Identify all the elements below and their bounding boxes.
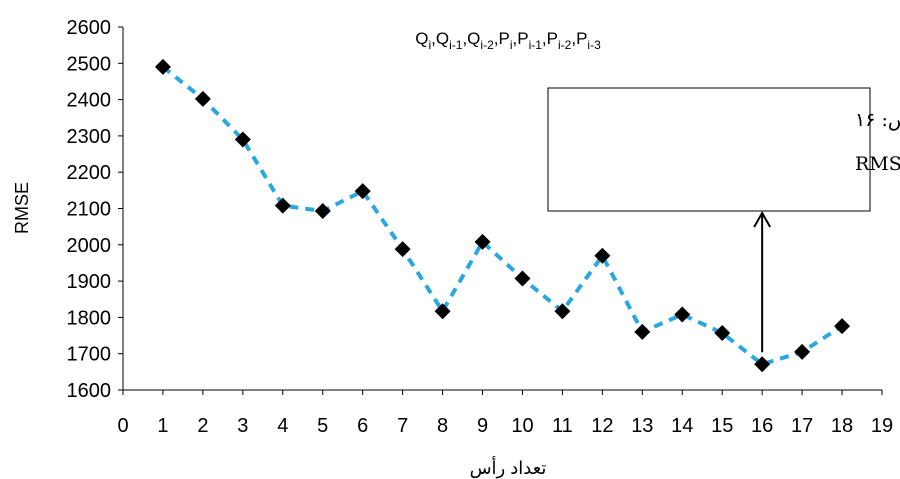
- title-subscript: i-1: [529, 38, 543, 52]
- x-tick-label: 12: [591, 415, 613, 437]
- data-point-marker: [794, 343, 811, 360]
- data-point-marker: [434, 303, 451, 320]
- x-axis-title: تعداد رأس: [470, 456, 547, 478]
- y-tick-label: 2000: [67, 235, 112, 257]
- data-point-marker: [594, 247, 611, 264]
- title-subscript: i: [428, 38, 431, 52]
- x-tick-label: 17: [791, 415, 813, 437]
- data-point-marker: [554, 303, 571, 320]
- data-point-marker: [154, 58, 171, 75]
- series-line: [161, 65, 844, 367]
- x-tick-label: 4: [277, 415, 288, 437]
- x-tick-label: 9: [477, 415, 488, 437]
- x-tick-label: 15: [711, 415, 733, 437]
- data-point-marker: [714, 325, 731, 342]
- data-point-marker: [194, 90, 211, 107]
- y-tick-label: 1800: [67, 307, 112, 329]
- annotation-arrow-head: [753, 210, 772, 228]
- y-tick-label: 1700: [67, 344, 112, 366]
- chart-title: Qi​,Qi-1​,Qi-2​,Pi​,Pi-1​,Pi-2​,Pi-3​: [415, 29, 601, 52]
- title-separator: ,: [542, 29, 547, 48]
- data-point-marker: [634, 323, 651, 340]
- x-tick-label: 13: [631, 415, 653, 437]
- x-tick-label: 6: [357, 415, 368, 437]
- data-point-marker: [274, 197, 291, 214]
- title-subscript: i-3: [587, 38, 601, 52]
- series-line-group: [161, 65, 844, 367]
- title-subscript: i-1: [449, 38, 463, 52]
- y-tick-label: 2200: [67, 162, 112, 184]
- title-separator: ,: [571, 29, 576, 48]
- data-point-marker: [234, 131, 251, 148]
- annotation: تعداد رأس: ۱۶ حداقل مقدار RMSE: ۱۶۷۱/۹۰: [547, 87, 900, 353]
- x-tick-label: 10: [511, 415, 533, 437]
- x-tick-label: 8: [437, 415, 448, 437]
- x-tick-label: 18: [831, 415, 853, 437]
- annotation-line-1: تعداد رأس: ۱۶: [855, 106, 900, 131]
- x-tick-label: 7: [397, 415, 408, 437]
- data-markers: [154, 58, 851, 373]
- x-tick-label: 1: [157, 415, 168, 437]
- x-axis-ticks: 0 1 2 3 4 5 6 7 8 9 10 11 12 13 14 15 16 17 18 19: [117, 390, 893, 437]
- y-tick-label: 2400: [67, 90, 112, 112]
- title-separator: ,: [494, 29, 499, 48]
- x-tick-label: 11: [552, 415, 573, 437]
- annotation-line-2: حداقل مقدار RMSE: ۱۶۷۱/۹۰: [855, 153, 900, 175]
- data-point-marker: [834, 318, 851, 335]
- x-tick-label: 3: [237, 415, 248, 437]
- title-variable: P: [576, 29, 587, 48]
- data-point-marker: [314, 203, 331, 220]
- y-tick-label: 1600: [67, 380, 112, 402]
- data-point-marker: [514, 270, 531, 287]
- title-separator: ,: [431, 29, 436, 48]
- x-tick-label: 19: [871, 415, 893, 437]
- title-variable: P: [547, 29, 558, 48]
- x-tick-label: 5: [317, 415, 328, 437]
- data-point-marker: [354, 183, 371, 200]
- data-point-marker: [754, 356, 771, 373]
- x-tick-label: 0: [117, 415, 128, 437]
- y-tick-label: 2500: [67, 53, 112, 75]
- title-variable: Q: [436, 29, 449, 48]
- title-separator: ,: [513, 29, 518, 48]
- data-point-marker: [474, 233, 491, 250]
- y-axis-title: RMSE: [12, 182, 32, 234]
- x-tick-label: 16: [751, 415, 773, 437]
- title-subscript: i-2: [558, 38, 572, 52]
- title-variable: P: [498, 29, 509, 48]
- title-variable: Q: [415, 29, 428, 48]
- y-tick-label: 2600: [67, 17, 112, 39]
- y-tick-label: 2100: [67, 199, 112, 221]
- y-tick-label: 1900: [67, 271, 112, 293]
- annotation-box: [547, 87, 871, 212]
- x-tick-label: 14: [671, 415, 693, 437]
- data-point-marker: [394, 241, 411, 258]
- title-subscript: i-2: [480, 38, 494, 52]
- title-separator: ,: [462, 29, 467, 48]
- y-axis-ticks: 1600 1700 1800 1900 2000 2100 2200 2300 2400 2500…: [67, 17, 123, 402]
- y-tick-label: 2300: [67, 126, 112, 148]
- data-point-marker: [674, 306, 691, 323]
- title-subscript: i: [510, 38, 513, 52]
- x-tick-label: 2: [197, 415, 208, 437]
- title-variable: Q: [467, 29, 480, 48]
- title-variable: P: [517, 29, 528, 48]
